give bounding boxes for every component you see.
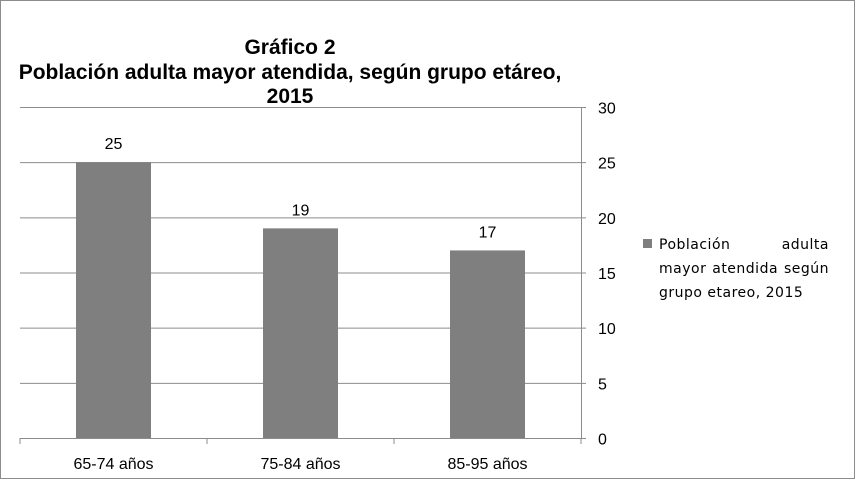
bar bbox=[263, 228, 338, 438]
chart-title-line-2: Población adulta mayor atendida, según g… bbox=[18, 61, 562, 84]
x-tick-label: 85-95 años bbox=[447, 456, 527, 473]
y-tick-label: 25 bbox=[598, 156, 616, 173]
chart-title-line-3: 2015 bbox=[266, 85, 314, 108]
chart-title-line-1: Gráfico 2 bbox=[244, 36, 336, 59]
y-tick-label: 30 bbox=[598, 101, 616, 118]
bar bbox=[76, 162, 151, 438]
legend-label: Población adulta mayor atendida según gr… bbox=[659, 237, 829, 301]
legend-swatch bbox=[643, 239, 652, 248]
x-tick-label: 65-74 años bbox=[73, 456, 153, 473]
y-tick-label: 5 bbox=[598, 376, 607, 393]
y-tick-label: 10 bbox=[598, 321, 616, 338]
y-tick-label: 0 bbox=[598, 432, 607, 449]
x-tick-label: 75-84 años bbox=[260, 456, 340, 473]
data-label: 17 bbox=[479, 224, 497, 241]
bar bbox=[450, 250, 525, 438]
data-label: 25 bbox=[105, 136, 123, 153]
data-label: 19 bbox=[292, 202, 310, 219]
y-tick-label: 20 bbox=[598, 211, 616, 228]
y-tick-label: 15 bbox=[598, 266, 616, 283]
